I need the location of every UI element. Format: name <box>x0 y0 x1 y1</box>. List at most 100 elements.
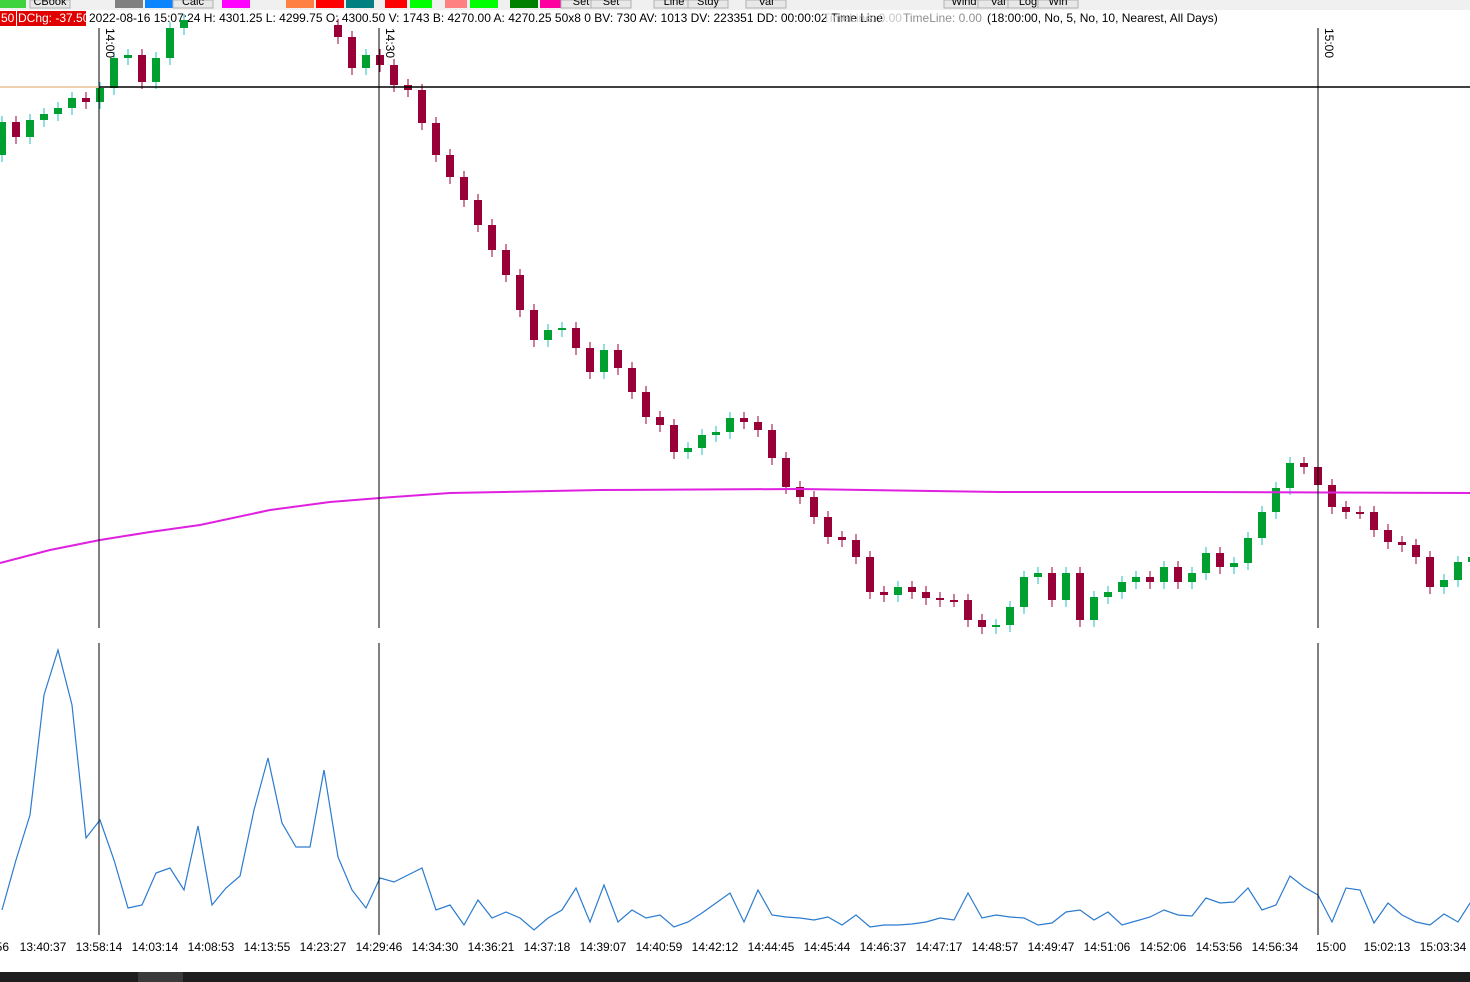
candle-body <box>334 25 342 37</box>
candle-body <box>1412 545 1420 557</box>
time-axis-label: 14:45:44 <box>804 940 851 954</box>
swatch <box>540 0 568 8</box>
candle-body <box>544 330 552 340</box>
candle-body <box>852 540 860 557</box>
candle-body <box>740 418 748 422</box>
candle-body <box>180 20 188 28</box>
tab <box>138 972 183 982</box>
candle-body <box>782 458 790 487</box>
toolbar-button-label: CBook <box>33 0 67 8</box>
toolbar-button-label: Log <box>1019 0 1037 8</box>
candle-body <box>810 497 818 517</box>
candle-body <box>418 90 426 123</box>
toolbar-button[interactable] <box>687 0 729 9</box>
time-axis-label: 15:03:34 <box>1420 940 1467 954</box>
candle-body <box>460 177 468 200</box>
candle-body <box>1440 580 1448 587</box>
toolbar-button-label: Wind <box>951 0 976 8</box>
candle-body <box>586 348 594 372</box>
candle-body <box>1202 553 1210 573</box>
candle-body <box>1230 563 1238 567</box>
swatch <box>222 0 250 8</box>
toolbar-button[interactable] <box>172 0 214 9</box>
candle-body <box>600 350 608 372</box>
candle-body <box>908 587 916 592</box>
candle-body <box>572 328 580 348</box>
candle-body <box>348 37 356 68</box>
toolbar-button-label: Set <box>573 0 590 8</box>
time-axis-label: 14:13:55 <box>244 940 291 954</box>
candle-body <box>110 58 118 88</box>
candle-body <box>684 448 692 452</box>
candle-body <box>656 417 664 425</box>
candle-body <box>502 250 510 275</box>
time-axis-label: 14:36:21 <box>468 940 515 954</box>
time-axis-label: 14:29:46 <box>356 940 403 954</box>
candle-body <box>1272 488 1280 512</box>
status-prefix: 50 <box>1 11 15 25</box>
time-axis-label: 14:03:14 <box>132 940 179 954</box>
time-axis-label: 14:37:18 <box>524 940 571 954</box>
candle-body <box>670 425 678 452</box>
candle-body <box>152 58 160 82</box>
candle-body <box>1006 607 1014 625</box>
candle-body <box>530 310 538 340</box>
candle-body <box>516 275 524 310</box>
candle-body <box>824 517 832 537</box>
candle-body <box>1356 512 1364 514</box>
candle-body <box>642 392 650 417</box>
time-axis: 56 13:40:37 13:58:14 14:03:14 14:08:53 14:13:… <box>0 940 1467 954</box>
candle-body <box>1370 512 1378 530</box>
time-axis-label: 13:58:14 <box>76 940 123 954</box>
time-axis-label: 14:49:47 <box>1028 940 1075 954</box>
timeline-faded: TimeLine: 0.00 <box>823 11 902 25</box>
candle-body <box>1118 582 1126 592</box>
toolbar-button-label: Stdy <box>697 0 720 8</box>
candle-body <box>1384 530 1392 542</box>
toolbar-button[interactable] <box>29 0 71 9</box>
candle-body <box>726 418 734 432</box>
time-axis-label: 14:42:12 <box>692 940 739 954</box>
candle-body <box>614 350 622 368</box>
candle-body <box>1398 542 1406 545</box>
time-line-label: 15:00 <box>1322 28 1336 58</box>
candle-body <box>1174 567 1182 582</box>
candle-body <box>362 55 370 68</box>
candle-body <box>796 487 804 497</box>
candle-body <box>754 422 762 430</box>
time-axis-label: 15:00 <box>1316 940 1346 954</box>
candle-body <box>922 592 930 598</box>
candle-body <box>124 55 132 58</box>
candle-body <box>880 592 888 595</box>
toolbar-button[interactable] <box>1037 0 1079 9</box>
candle-body <box>1258 512 1266 538</box>
candle-body <box>432 123 440 155</box>
candle-body <box>1426 557 1434 587</box>
timeline: TimeLine: 0.00 <box>903 11 982 25</box>
time-line-label: 14:30 <box>383 28 397 58</box>
candle-body <box>82 98 90 102</box>
time-line-label: 14:00 <box>103 28 117 58</box>
swatch <box>346 0 374 8</box>
toolbar-button[interactable] <box>590 0 632 9</box>
candle-body <box>138 55 146 82</box>
time-axis-label: 56 <box>0 940 9 954</box>
swatch <box>286 0 314 8</box>
time-axis-label: 14:51:06 <box>1084 940 1131 954</box>
candle-body <box>936 598 944 600</box>
status-prefix-bg <box>0 11 16 26</box>
time-axis-label: 14:34:30 <box>412 940 459 954</box>
candle-body <box>866 557 874 592</box>
study-settings: (18:00:00, No, 5, No, 10, Nearest, All D… <box>987 11 1218 25</box>
toolbar-button[interactable] <box>745 0 787 9</box>
toolbar-button-label: Set <box>603 0 620 8</box>
candle-body <box>838 537 846 540</box>
candle-body <box>1104 592 1112 597</box>
candle-body <box>40 114 48 120</box>
time-axis-label: 14:44:45 <box>748 940 795 954</box>
candle-body <box>1300 463 1308 467</box>
swatch <box>0 0 26 8</box>
candle-body <box>488 225 496 250</box>
toolbar-button-label: Win <box>1049 0 1068 8</box>
time-axis-label: 14:53:56 <box>1196 940 1243 954</box>
